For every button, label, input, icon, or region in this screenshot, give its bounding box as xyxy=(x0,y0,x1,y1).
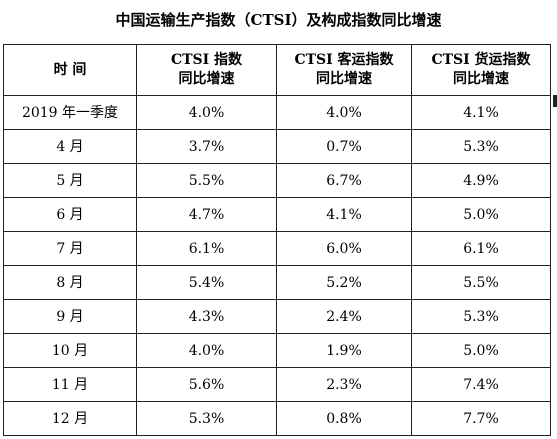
freight-cell: 5.5% xyxy=(411,265,551,300)
freight-cell: 4.1% xyxy=(411,95,551,130)
period-cell: 11 月 xyxy=(3,367,137,402)
period-cell: 10 月 xyxy=(3,333,137,368)
header-ctsi-freight: CTSI 货运指数 同比增速 xyxy=(411,44,551,96)
freight-cell: 5.3% xyxy=(411,299,551,334)
table-row: 2019 年一季度 4.0% 4.0% 4.1% xyxy=(3,95,551,130)
freight-cell: 4.9% xyxy=(411,163,551,198)
header-ctsi: CTSI 指数 同比增速 xyxy=(136,44,277,96)
table-title: 中国运输生产指数（CTSI）及构成指数同比增速 xyxy=(115,11,442,29)
header-ctsi-passenger: CTSI 客运指数 同比增速 xyxy=(276,44,412,96)
ctsi-cell: 4.0% xyxy=(136,95,277,130)
passenger-cell: 0.8% xyxy=(276,401,412,436)
passenger-cell: 4.0% xyxy=(276,95,412,130)
period-cell: 9 月 xyxy=(3,299,137,334)
period-cell: 2019 年一季度 xyxy=(3,95,137,130)
freight-cell: 5.0% xyxy=(411,333,551,368)
table-row: 8 月 5.4% 5.2% 5.5% xyxy=(3,265,551,300)
freight-cell: 6.1% xyxy=(411,231,551,266)
header-ctsi-line1: CTSI 指数 xyxy=(170,52,243,68)
table-row: 4 月 3.7% 0.7% 5.3% xyxy=(3,129,551,164)
table-row: 11 月 5.6% 2.3% 7.4% xyxy=(3,367,551,402)
ctsi-cell: 5.4% xyxy=(136,265,277,300)
passenger-cell: 5.2% xyxy=(276,265,412,300)
ctsi-cell: 5.5% xyxy=(136,163,277,198)
header-period-label: 时 间 xyxy=(53,61,87,78)
period-cell: 7 月 xyxy=(3,231,137,266)
header-freight-line1: CTSI 货运指数 xyxy=(431,52,531,68)
ctsi-cell: 4.7% xyxy=(136,197,277,232)
period-cell: 5 月 xyxy=(3,163,137,198)
freight-cell: 5.3% xyxy=(411,129,551,164)
header-passenger-line1: CTSI 客运指数 xyxy=(294,52,394,68)
table-row: 5 月 5.5% 6.7% 4.9% xyxy=(3,163,551,198)
header-ctsi-line2: 同比增速 xyxy=(178,71,235,87)
passenger-cell: 1.9% xyxy=(276,333,412,368)
period-cell: 6 月 xyxy=(3,197,137,232)
growth-rate-table: 时 间 CTSI 指数 同比增速 CTSI 客运指数 同比增速 CTSI 货运指… xyxy=(3,44,551,436)
ctsi-cell: 4.0% xyxy=(136,333,277,368)
freight-cell: 7.4% xyxy=(411,367,551,402)
passenger-cell: 2.3% xyxy=(276,367,412,402)
table-row: 10 月 4.0% 1.9% 5.0% xyxy=(3,333,551,368)
table-row: 7 月 6.1% 6.0% 6.1% xyxy=(3,231,551,266)
table-row: 12 月 5.3% 0.8% 7.7% xyxy=(3,401,551,436)
passenger-cell: 0.7% xyxy=(276,129,412,164)
passenger-cell: 6.0% xyxy=(276,231,412,266)
passenger-cell: 4.1% xyxy=(276,197,412,232)
table-row: 6 月 4.7% 4.1% 5.0% xyxy=(3,197,551,232)
header-period: 时 间 xyxy=(3,44,137,96)
ctsi-cell: 6.1% xyxy=(136,231,277,266)
freight-cell: 7.7% xyxy=(411,401,551,436)
header-freight-line2: 同比增速 xyxy=(453,71,509,87)
passenger-cell: 2.4% xyxy=(276,299,412,334)
header-passenger-line2: 同比增速 xyxy=(316,71,372,87)
freight-cell: 5.0% xyxy=(411,197,551,232)
table-header-row: 时 间 CTSI 指数 同比增速 CTSI 客运指数 同比增速 CTSI 货运指… xyxy=(3,44,551,96)
ctsi-cell: 5.3% xyxy=(136,401,277,436)
ctsi-cell: 5.6% xyxy=(136,367,277,402)
passenger-cell: 6.7% xyxy=(276,163,412,198)
period-cell: 8 月 xyxy=(3,265,137,300)
ctsi-cell: 4.3% xyxy=(136,299,277,334)
ctsi-cell: 3.7% xyxy=(136,129,277,164)
table-row: 9 月 4.3% 2.4% 5.3% xyxy=(3,299,551,334)
page-edge-mark xyxy=(553,95,557,107)
period-cell: 4 月 xyxy=(3,129,137,164)
period-cell: 12 月 xyxy=(3,401,137,436)
